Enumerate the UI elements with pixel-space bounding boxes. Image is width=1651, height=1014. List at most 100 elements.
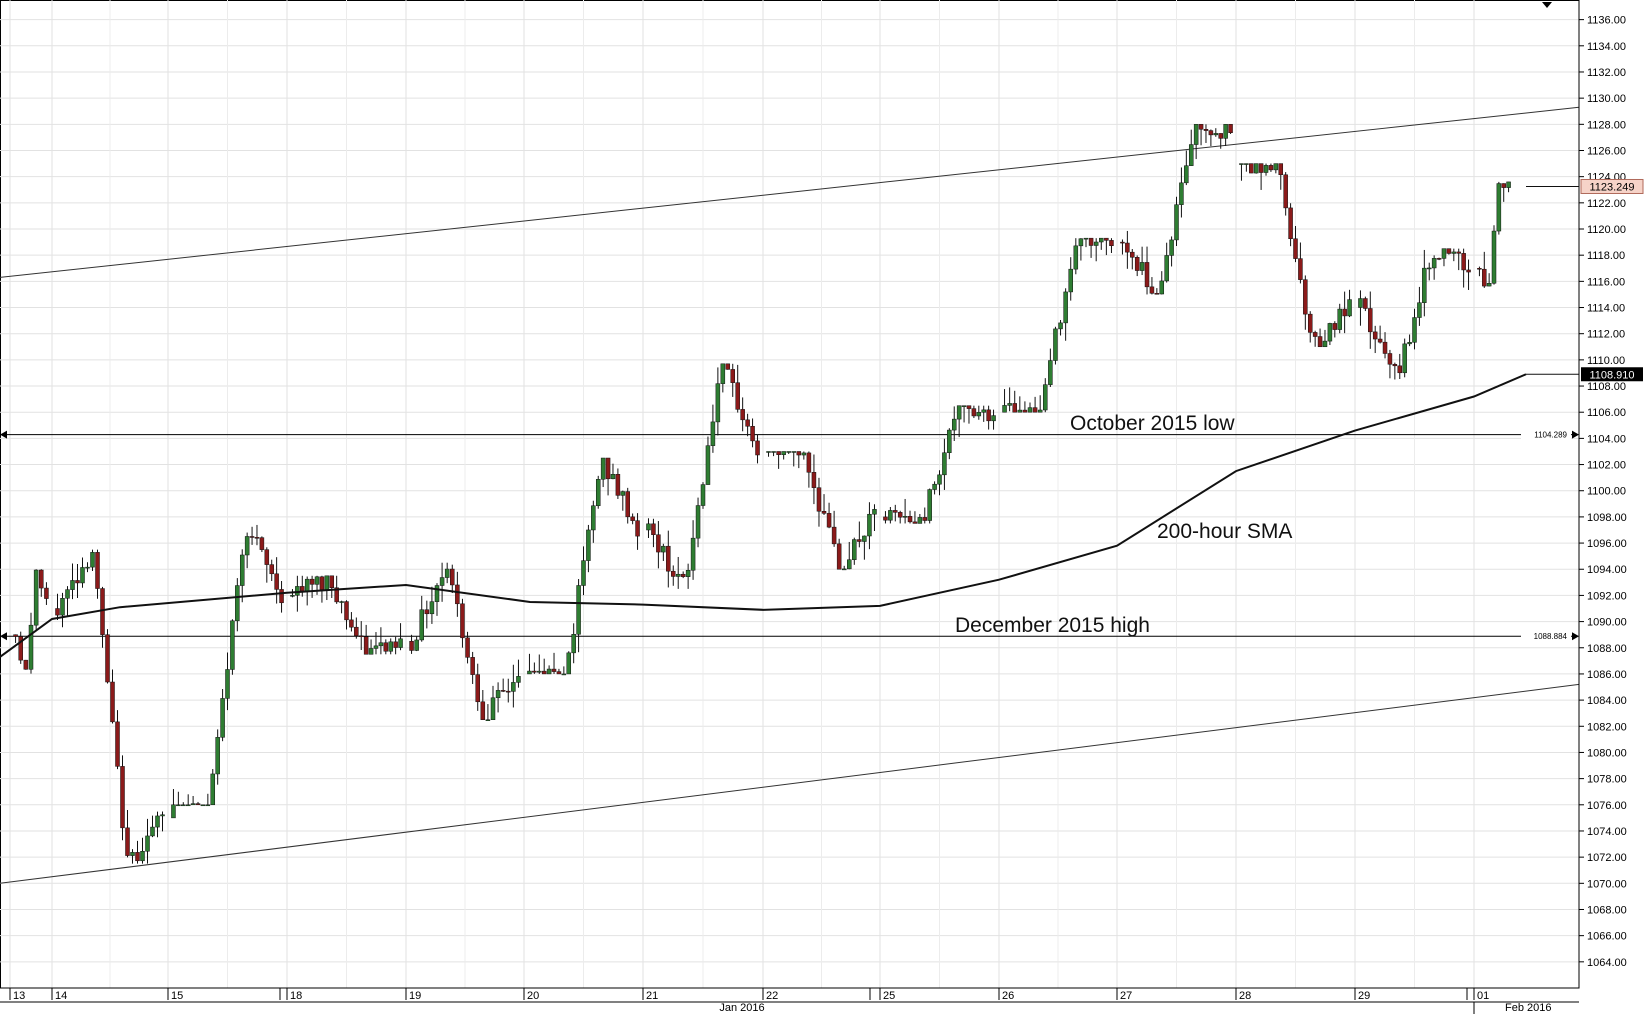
candle-body — [1213, 133, 1219, 136]
candle-body — [460, 603, 465, 639]
candle-body — [309, 578, 315, 585]
candle-body — [354, 626, 359, 636]
candle-body — [566, 652, 572, 675]
candle-body — [1347, 299, 1352, 317]
x-month-label: Feb 2016 — [1505, 1002, 1551, 1014]
candle-body — [1426, 267, 1432, 270]
y-tick-label: 1102.00 — [1587, 460, 1626, 472]
x-tick-label: 01 — [1477, 990, 1489, 1002]
candle-body — [1407, 342, 1412, 345]
candle-body — [695, 505, 701, 539]
candle-body — [220, 698, 225, 738]
candle-body — [1303, 279, 1308, 315]
candle-body — [907, 516, 913, 523]
candle-body — [976, 412, 982, 417]
candle-body — [1073, 245, 1079, 270]
candle-body — [23, 659, 29, 670]
candle-body — [776, 451, 781, 455]
candle-body — [1179, 182, 1184, 205]
candle-body — [971, 408, 977, 417]
candle-body — [516, 676, 521, 683]
candle-body — [1139, 262, 1145, 271]
candle-body — [1451, 251, 1457, 254]
candle-body — [1032, 407, 1038, 413]
candle-body — [1436, 258, 1442, 260]
candle-body — [475, 674, 480, 703]
candle-body — [625, 491, 630, 518]
candle-body — [274, 573, 279, 590]
current-price-label: 1123.249 — [1589, 181, 1634, 193]
x-tick-label: 26 — [1002, 990, 1014, 1002]
candle-body — [495, 690, 501, 699]
candle-body — [190, 803, 196, 806]
candle-body — [735, 382, 740, 410]
y-tick-label: 1136.00 — [1587, 15, 1626, 27]
candle-body — [796, 451, 802, 456]
candle-body — [595, 479, 601, 507]
candle-body — [295, 586, 300, 596]
candle-body — [1159, 280, 1165, 295]
candle-body — [324, 575, 330, 590]
candle-body — [506, 690, 511, 693]
candle-body — [1188, 144, 1194, 166]
candles — [13, 124, 1511, 864]
candle-body — [130, 852, 135, 856]
candle-body — [831, 526, 837, 545]
candle-body — [981, 409, 986, 413]
candle-body — [610, 474, 616, 480]
y-tick-label: 1134.00 — [1587, 41, 1626, 53]
candle-body — [956, 405, 962, 420]
candle-body — [527, 670, 532, 675]
y-tick-label: 1076.00 — [1587, 800, 1627, 812]
candle-body — [1263, 165, 1269, 173]
candle-body — [419, 609, 424, 641]
candle-body — [264, 549, 270, 565]
y-tick-label: 1108.00 — [1587, 381, 1626, 393]
candle-body — [1017, 409, 1023, 413]
candle-body — [1193, 124, 1199, 145]
level-value-label: 1104.289 — [1534, 431, 1567, 440]
candle-body — [937, 474, 942, 485]
x-tick-label: 21 — [646, 990, 658, 1002]
candle-body — [450, 568, 455, 586]
candle-body — [409, 640, 414, 651]
level-value-label: 1088.884 — [1534, 632, 1568, 641]
candle-body — [1125, 242, 1130, 253]
candle-body — [1342, 308, 1347, 317]
candle-body — [927, 489, 932, 521]
candle-body — [680, 573, 686, 577]
candle-body — [1402, 343, 1407, 374]
candle-body — [205, 804, 211, 807]
candle-body — [444, 568, 450, 578]
candle-body — [480, 701, 486, 720]
candle-body — [537, 670, 542, 673]
candle-body — [786, 451, 791, 453]
candle-body — [561, 673, 567, 676]
x-tick-label: 28 — [1239, 990, 1251, 1002]
y-tick-label: 1122.00 — [1587, 198, 1626, 210]
y-tick-label: 1064.00 — [1587, 957, 1627, 969]
candle-body — [349, 619, 354, 628]
candle-body — [1184, 165, 1189, 184]
y-tick-label: 1074.00 — [1587, 826, 1627, 838]
candle-body — [105, 634, 110, 683]
candle-body — [720, 363, 726, 384]
candle-body — [329, 575, 335, 588]
candle-body — [867, 513, 872, 537]
sma-200-line — [0, 373, 1527, 658]
candle-body — [1397, 365, 1403, 374]
candle-body — [259, 537, 265, 550]
candle-body — [917, 517, 923, 524]
x-tick-label: 25 — [883, 990, 895, 1002]
y-tick-label: 1084.00 — [1587, 695, 1627, 707]
candle-body — [771, 451, 776, 453]
candle-body — [1048, 360, 1053, 385]
candle-body — [279, 589, 284, 604]
x-tick-label: 27 — [1120, 990, 1132, 1002]
candle-body — [388, 641, 393, 652]
candle-body — [1477, 268, 1482, 270]
candle-body — [690, 537, 696, 571]
candle-body — [393, 641, 398, 648]
y-tick-label: 1072.00 — [1587, 852, 1627, 864]
